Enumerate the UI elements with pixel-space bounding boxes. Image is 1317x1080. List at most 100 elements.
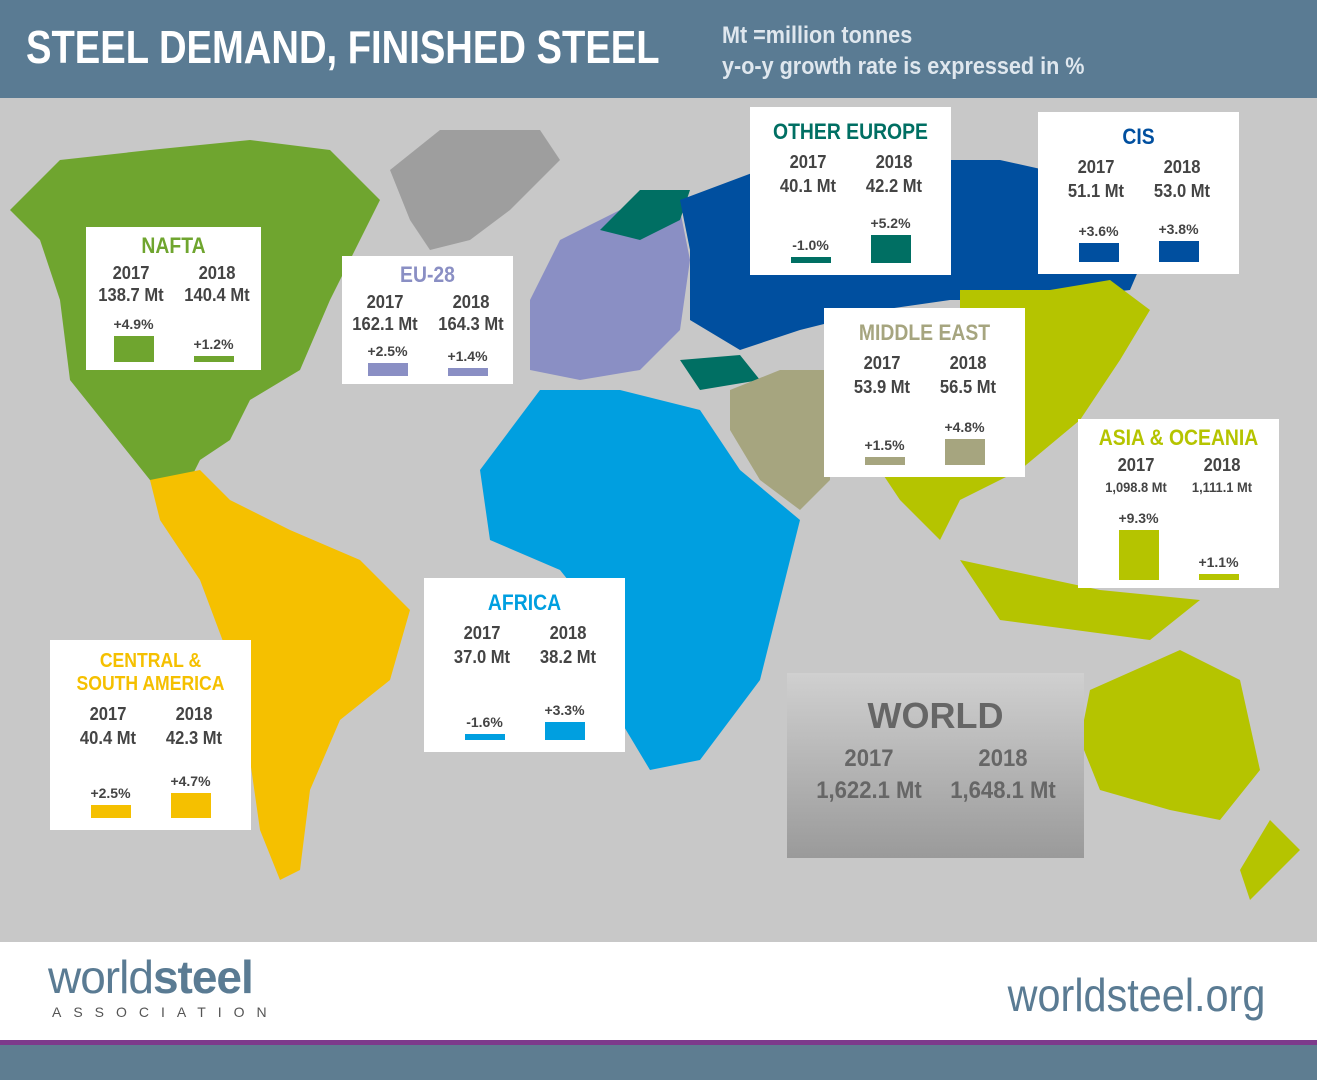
value-2018: 53.0 Mt	[1153, 181, 1210, 201]
growth-bar-2017	[90, 804, 131, 818]
world-value-2018: 1,648.1 Mt	[949, 777, 1056, 804]
year-2018: 2018	[452, 292, 489, 312]
region-box-other-europe: OTHER EUROPE 2017 40.1 Mt 2018 42.2 Mt -1.…	[750, 107, 951, 275]
region-box-cis: CIS 2017 51.1 Mt 2018 53.0 Mt +3.6% +3.8%	[1038, 112, 1239, 274]
other-europe-land	[600, 190, 760, 390]
growth-label-2018: +4.8%	[944, 419, 985, 436]
year-2018: 2018	[875, 152, 912, 172]
growth-bar-2018	[944, 439, 985, 465]
value-2018: 42.3 Mt	[165, 728, 222, 748]
region-box-central-south-america: CENTRAL & SOUTH AMERICA 2017 40.4 Mt 2018…	[50, 640, 251, 830]
growth-label-2017: +2.5%	[367, 342, 408, 359]
region-title: MIDDLE EAST	[858, 320, 991, 345]
growth-bar-2017	[367, 362, 408, 376]
year-2017: 2017	[789, 152, 826, 172]
growth-bars: +1.5% +4.8%	[824, 395, 1025, 465]
year-2017: 2017	[463, 623, 500, 643]
growth-bar-2017	[113, 335, 154, 362]
growth-label-2017: +4.9%	[113, 315, 154, 332]
value-2018: 42.2 Mt	[865, 176, 922, 196]
value-2017: 40.1 Mt	[779, 176, 836, 196]
growth-bar-2018	[1158, 241, 1199, 262]
growth-bar-2017	[1118, 529, 1159, 580]
region-title: NAFTA	[141, 233, 206, 258]
divider	[0, 1040, 1317, 1045]
growth-bar-2017	[464, 734, 505, 740]
year-2018: 2018	[175, 704, 212, 724]
region-box-nafta: NAFTA 2017 138.7 Mt 2018 140.4 Mt +4.9% +1.…	[86, 227, 261, 370]
growth-bars: +3.6% +3.8%	[1038, 192, 1239, 262]
growth-label-2018: +1.1%	[1198, 554, 1239, 570]
growth-bar-2018	[193, 355, 234, 362]
value-2017: 51.1 Mt	[1067, 181, 1124, 201]
year-2017: 2017	[89, 704, 126, 724]
year-2017: 2017	[1117, 455, 1154, 475]
growth-label-2018: +1.4%	[447, 348, 488, 365]
growth-label-2017: +9.3%	[1118, 509, 1159, 526]
mideast-land	[730, 370, 830, 510]
value-2018: 164.3 Mt	[437, 314, 504, 334]
notes: Mt =million tonnes y-o-y growth rate is …	[722, 20, 1085, 82]
growth-bars: +9.3% +1.1%	[1078, 510, 1279, 580]
region-box-middle-east: MIDDLE EAST 2017 53.9 Mt 2018 56.5 Mt +1.5…	[824, 308, 1025, 477]
units-note: Mt =million tonnes	[722, 22, 913, 49]
growth-label-2018: +3.8%	[1158, 221, 1199, 238]
africa-land	[480, 390, 800, 770]
worldsteel-logo: worldsteel	[48, 951, 254, 1003]
year-2017: 2017	[366, 292, 403, 312]
region-title: AFRICA	[487, 590, 562, 615]
growth-bar-2017	[1078, 242, 1119, 262]
region-title: EU-28	[400, 262, 455, 287]
year-2018: 2018	[949, 353, 986, 373]
region-title: CENTRAL & SOUTH AMERICA	[76, 650, 225, 695]
year-2017: 2017	[1077, 157, 1114, 177]
growth-bar-2017	[790, 257, 831, 263]
year-2018: 2018	[198, 263, 235, 283]
australia-land	[1080, 650, 1300, 900]
value-2017: 37.0 Mt	[453, 647, 510, 667]
growth-label-2018: +1.2%	[193, 335, 234, 352]
world-title: WORLD	[867, 695, 1004, 736]
growth-label-2017: -1.6%	[466, 714, 503, 730]
value-2017: 162.1 Mt	[351, 314, 418, 334]
growth-bar-2018	[544, 722, 585, 740]
growth-label-2017: +3.6%	[1078, 222, 1119, 239]
growth-bars: -1.0% +5.2%	[750, 193, 951, 263]
value-2017: 1,098.8 Mt	[1104, 479, 1167, 495]
region-title: CIS	[1122, 124, 1155, 149]
greenland	[390, 130, 560, 250]
year-2018: 2018	[1203, 455, 1240, 475]
growth-bar-2018	[447, 368, 488, 376]
value-2018: 38.2 Mt	[539, 647, 596, 667]
growth-bars: +2.5% +4.7%	[50, 748, 251, 818]
world-value-2017: 1,622.1 Mt	[815, 777, 922, 804]
growth-label-2017: -1.0%	[792, 237, 829, 253]
region-box-asia-oceania: ASIA & OCEANIA 2017 1,098.8 Mt 2018 1,111.…	[1078, 419, 1279, 588]
value-2017: 40.4 Mt	[79, 728, 136, 748]
growth-bars: +4.9% +1.2%	[86, 292, 261, 362]
value-2018: 1,111.1 Mt	[1191, 479, 1252, 495]
value-2018: 140.4 Mt	[183, 285, 250, 305]
website-link[interactable]: worldsteel.org	[1007, 969, 1265, 1021]
growth-label-2018: +4.7%	[170, 772, 211, 789]
world-summary-box: WORLD 2017 1,622.1 Mt 2018 1,648.1 Mt	[787, 673, 1084, 858]
region-title: ASIA & OCEANIA	[1098, 425, 1259, 450]
value-2018: 56.5 Mt	[939, 377, 996, 397]
growth-label-2017: +2.5%	[90, 784, 131, 801]
latam-land	[150, 470, 410, 880]
value-2017: 138.7 Mt	[97, 285, 164, 305]
eu-land	[530, 210, 690, 380]
growth-bar-2018	[1198, 574, 1239, 580]
growth-label-2017: +1.5%	[864, 436, 905, 453]
growth-bar-2018	[870, 234, 911, 263]
logo-bold: steel	[152, 951, 254, 1003]
logo-subtitle: ASSOCIATION	[52, 1004, 279, 1020]
region-box-eu: EU-28 2017 162.1 Mt 2018 164.3 Mt +2.5% +1.…	[342, 256, 513, 384]
growth-bars: +2.5% +1.4%	[342, 306, 513, 376]
growth-label-2018: +5.2%	[870, 214, 911, 231]
growth-label-2018: +3.3%	[544, 702, 585, 719]
world-year-2018: 2018	[977, 745, 1028, 772]
year-2017: 2017	[112, 263, 149, 283]
value-2017: 53.9 Mt	[853, 377, 910, 397]
year-2018: 2018	[1163, 157, 1200, 177]
